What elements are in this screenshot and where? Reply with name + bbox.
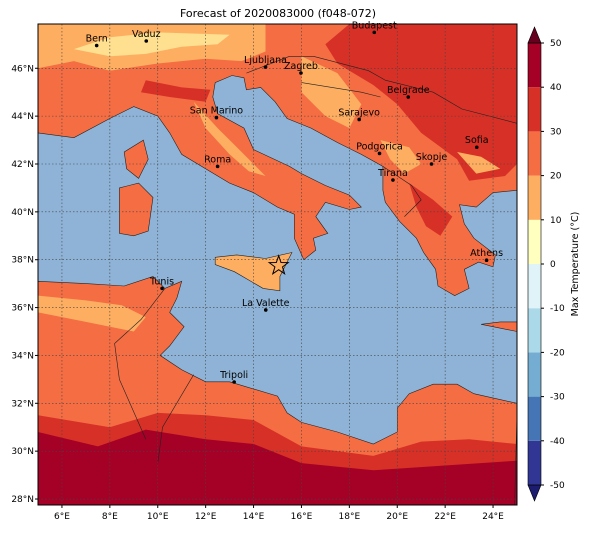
- colorbar-band: [528, 175, 541, 220]
- colorbar-band: [528, 264, 541, 309]
- y-tick-label: 46°N: [11, 64, 34, 74]
- x-tick-label: 20°E: [386, 512, 408, 522]
- y-tick-label: 28°N: [11, 495, 34, 505]
- colorbar-tick-label: 40: [550, 83, 562, 93]
- x-tick-label: 24°E: [482, 512, 504, 522]
- colorbar-tick-label: -10: [550, 304, 565, 314]
- city-label: Roma: [204, 154, 231, 165]
- cool-zone: [38, 295, 146, 332]
- colorbar-tick-label: -30: [550, 393, 565, 403]
- x-tick-label: 18°E: [339, 512, 361, 522]
- city-dot: [232, 380, 236, 384]
- city-dot: [391, 178, 395, 182]
- border: [246, 55, 517, 124]
- colorbar-band: [528, 43, 541, 88]
- colorbar-tick-label: 10: [550, 216, 562, 226]
- city-label: Skopje: [416, 152, 448, 163]
- city-dot: [215, 164, 220, 169]
- colorbar-label: Max Temperature (°C): [570, 212, 581, 317]
- city-dot: [484, 258, 489, 262]
- cool-zone: [301, 56, 362, 129]
- city-label: Tripoli: [219, 370, 248, 381]
- hot-zone: [409, 183, 453, 236]
- city-dot: [94, 43, 99, 48]
- colorbar-band: [528, 87, 541, 132]
- cool-zone: [73, 32, 230, 57]
- colorbar: -50 -40 -30 -20 -10 0 10 20 30 40 50 Max Temperatur…: [527, 26, 581, 502]
- city-label: Zagreb: [284, 61, 318, 72]
- colorbar-band: [528, 396, 541, 441]
- y-tick-label: 44°N: [11, 112, 34, 122]
- cool-zone: [457, 152, 501, 174]
- city-dot: [263, 65, 268, 69]
- city-dot: [357, 117, 361, 122]
- city-label: San Marino: [190, 106, 243, 117]
- city-label: Tirana: [377, 168, 408, 179]
- x-tick-label: 14°E: [243, 512, 265, 522]
- y-tick-label: 30°N: [11, 447, 34, 457]
- colorbar-under: [527, 484, 542, 502]
- city-label: Podgorica: [356, 141, 403, 152]
- city-dot: [160, 286, 164, 291]
- y-tick-label: 36°N: [11, 304, 34, 314]
- star-marker: [267, 254, 290, 276]
- colorbar-tick-label: 30: [550, 127, 562, 137]
- map-frame: [37, 23, 518, 506]
- city-label: Sofia: [465, 135, 489, 146]
- colorbar-band: [528, 308, 541, 353]
- city-dot: [377, 151, 382, 156]
- island-crete: [481, 321, 517, 332]
- x-tick-label: 6°E: [54, 512, 70, 522]
- colorbar-tick-label: 20: [550, 172, 562, 182]
- hot-zone: [325, 24, 517, 181]
- city-dot: [406, 95, 411, 99]
- city-label: Bern: [86, 34, 108, 45]
- city-dot: [263, 308, 268, 312]
- colorbar-tick-label: 50: [550, 39, 562, 49]
- border: [301, 82, 381, 98]
- colorbar-tick-label: 0: [550, 260, 556, 270]
- y-tick-label: 32°N: [11, 399, 34, 409]
- city-label: Athens: [470, 248, 503, 259]
- city-label: Belgrade: [387, 85, 430, 96]
- map-title: Forecast of 2020083000 (f048-072): [180, 7, 376, 20]
- city-dot: [214, 115, 219, 120]
- city-dot: [429, 162, 434, 166]
- city-label: Vaduz: [132, 29, 161, 40]
- colorbar-band: [528, 440, 541, 485]
- x-tick-label: 16°E: [291, 512, 313, 522]
- cool-zone: [380, 140, 422, 174]
- city-label: Budapest: [352, 20, 397, 31]
- city-dot: [474, 145, 479, 150]
- city-dot: [372, 30, 377, 35]
- island-sardinia: [119, 182, 154, 237]
- border: [114, 288, 166, 440]
- x-tick-label: 10°E: [147, 512, 169, 522]
- hot-zone: [141, 80, 211, 102]
- y-tick-label: 34°N: [11, 351, 34, 361]
- city-label: La Valette: [242, 298, 290, 309]
- city-dot: [299, 71, 303, 75]
- map-area: [38, 24, 517, 505]
- city-dot: [144, 39, 149, 43]
- colorbar-band: [528, 352, 541, 397]
- x-tick-label: 12°E: [195, 512, 217, 522]
- x-tick-label: 8°E: [102, 512, 118, 522]
- city-label: Ljubljana: [244, 55, 287, 66]
- colorbar-band: [528, 219, 541, 264]
- x-tick-label: 22°E: [434, 512, 456, 522]
- colorbar-tick-label: -50: [550, 481, 565, 491]
- city-label: Sarajevo: [338, 107, 380, 118]
- y-tick-label: 42°N: [11, 160, 34, 170]
- border: [157, 374, 194, 464]
- colorbar-over: [527, 26, 542, 44]
- colorbar-tick-label: -40: [550, 437, 565, 447]
- y-tick-label: 38°N: [11, 256, 34, 266]
- colorbar-band: [528, 131, 541, 176]
- y-tick-label: 40°N: [11, 208, 34, 218]
- colorbar-tick-label: -20: [550, 348, 565, 358]
- city-label: Tunis: [149, 276, 174, 287]
- island-corsica: [123, 139, 149, 179]
